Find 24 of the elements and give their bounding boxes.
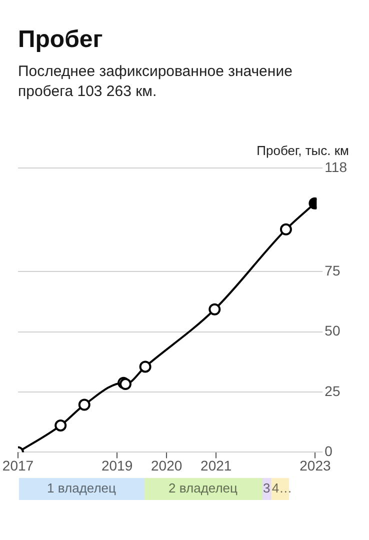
bar: [19, 478, 144, 500]
point: [280, 223, 292, 236]
y-axis-title: Пробег, тыс. км: [256, 143, 350, 158]
series-label: 1 владелец: [47, 480, 117, 496]
x-tick-label: 2021: [200, 457, 232, 474]
series-label: 4…: [272, 480, 292, 496]
x-tick-label: 2017: [2, 457, 34, 474]
chart-subtitle: Последнее зафиксированное значение пробега 103 263 км.: [18, 62, 294, 102]
y-tick-label: 75: [324, 262, 340, 278]
x-tick-label: 2023: [300, 457, 331, 474]
series-label: 3: [263, 480, 270, 496]
bar: [270, 478, 289, 500]
point: [54, 419, 67, 432]
y-tick-label: 25: [324, 382, 340, 399]
point: [208, 303, 221, 316]
series-label: 2 владелец: [168, 480, 238, 496]
y-tick-label: 0: [324, 443, 333, 460]
x-tick-label: 2019: [101, 457, 133, 474]
point: [78, 398, 90, 411]
chart-title: Пробег: [18, 26, 103, 54]
x-tick-label: 2020: [151, 457, 182, 474]
y-tick-label: 118: [324, 158, 348, 175]
y-tick-label: 50: [324, 322, 340, 339]
point: [139, 360, 152, 373]
